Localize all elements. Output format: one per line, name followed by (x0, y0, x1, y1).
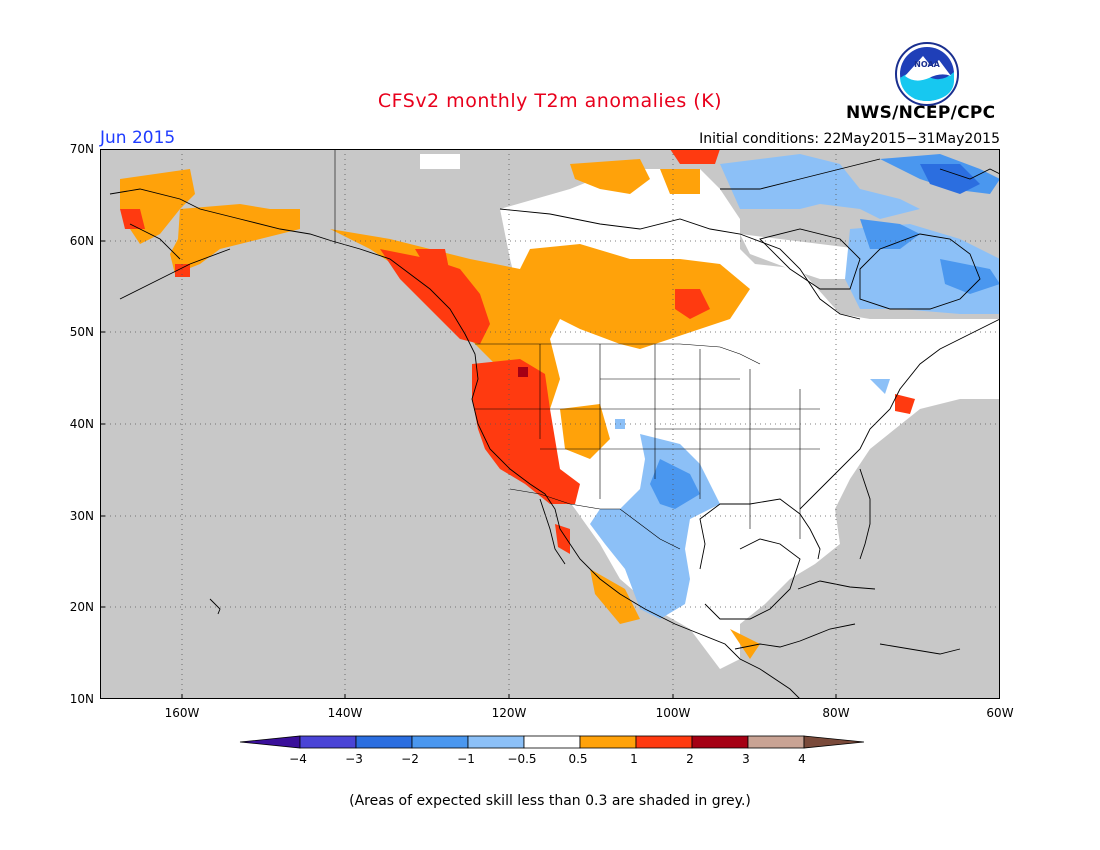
colorbar-segment (691, 735, 749, 749)
strong-cold-regions (920, 164, 980, 194)
map-title: CFSv2 monthly T2m anomalies (K) (377, 90, 723, 112)
x-tick-120w: 120W (491, 706, 527, 720)
very-warm-regions (518, 367, 528, 377)
y-tick-50n: 50N (69, 325, 94, 339)
colorbar-label: −1 (457, 752, 475, 766)
colorbar-segment (635, 735, 693, 749)
colorbar-label: −0.5 (507, 752, 537, 766)
forecast-month: Jun 2015 (100, 128, 176, 148)
skill-footnote: (Areas of expected skill less than 0.3 a… (349, 793, 751, 809)
x-tick-140w: 140W (327, 706, 363, 720)
colorbar-segment (355, 735, 413, 749)
colorbar-label: −4 (289, 752, 307, 766)
x-tick-160w: 160W (164, 706, 200, 720)
y-tick-60n: 60N (69, 234, 94, 248)
colorbar-label: −2 (401, 752, 419, 766)
strong-warm-regions (120, 149, 915, 554)
x-tick-100w: 100W (655, 706, 691, 720)
noaa-logo: NOAA (895, 42, 959, 106)
colorbar-label: 3 (742, 752, 750, 766)
colorbar-segment (579, 735, 637, 749)
anomaly-map (100, 149, 1000, 699)
y-tick-40n: 40N (69, 417, 94, 431)
initial-conditions: Initial conditions: 22May2015−31May2015 (699, 131, 1000, 147)
colorbar-segment (523, 735, 581, 749)
colorbar-segment (299, 735, 357, 749)
graticule (100, 149, 1000, 699)
colorbar-label: 1 (630, 752, 638, 766)
colorbar-segment (467, 735, 525, 749)
colorbar (239, 735, 864, 749)
colorbar-arrow-high (803, 735, 864, 749)
colorbar-label: 4 (798, 752, 806, 766)
colorbar-label: 2 (686, 752, 694, 766)
x-tick-80w: 80W (822, 706, 850, 720)
colorbar-segment (747, 735, 805, 749)
agency-label: NWS/NCEP/CPC (846, 103, 996, 123)
coastlines (109, 158, 1000, 699)
map-frame (100, 149, 1000, 699)
y-tick-10n: 10N (69, 692, 94, 706)
x-tick-60w: 60W (986, 706, 1014, 720)
y-tick-30n: 30N (69, 509, 94, 523)
svg-text:NOAA: NOAA (914, 60, 940, 69)
colorbar-segment (411, 735, 469, 749)
y-tick-70n: 70N (69, 142, 94, 156)
colorbar-arrow-low (239, 735, 301, 749)
colorbar-label: −3 (345, 752, 363, 766)
y-tick-20n: 20N (69, 600, 94, 614)
colorbar-label: 0.5 (568, 752, 588, 766)
